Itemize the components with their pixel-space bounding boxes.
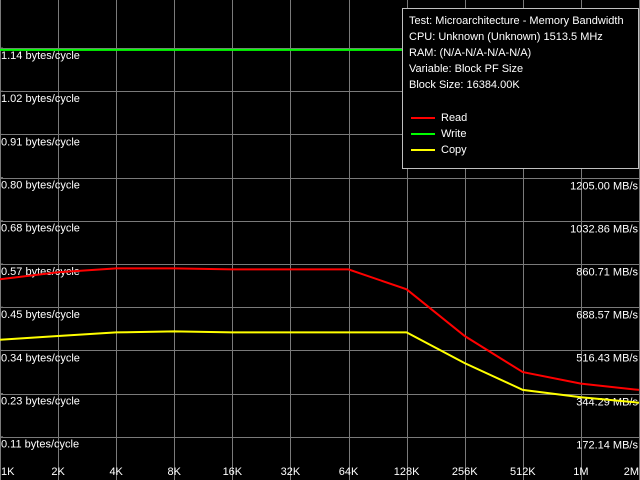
y2-tick-label: 0.57 bytes/cycle xyxy=(1,266,80,278)
x-tick-label: 16K xyxy=(223,466,243,478)
x-tick-label: 1K xyxy=(1,466,15,478)
y2-tick-label: 0.11 bytes/cycle xyxy=(1,439,79,451)
y-tick-label: 344.29 MB/s xyxy=(576,396,638,408)
y2-tick-label: 1.14 bytes/cycle xyxy=(1,50,80,62)
y2-tick-label: 0.91 bytes/cycle xyxy=(1,136,80,148)
info-line: RAM: (N/A-N/A-N/A-N/A) xyxy=(409,47,531,59)
info-line: Block Size: 16384.00K xyxy=(409,79,520,91)
y-tick-label: 688.57 MB/s xyxy=(576,309,638,321)
info-box: Test: Microarchitecture - Memory Bandwid… xyxy=(402,8,639,169)
legend-label: Write xyxy=(441,128,466,140)
x-tick-label: 32K xyxy=(281,466,301,478)
y2-tick-label: 0.34 bytes/cycle xyxy=(1,352,80,364)
series-line xyxy=(0,267,640,391)
x-tick-label: 1M xyxy=(573,466,588,478)
x-tick-label: 2M xyxy=(624,466,639,478)
series-line xyxy=(0,330,640,404)
y2-tick-label: 0.80 bytes/cycle xyxy=(1,180,80,192)
x-tick-label: 64K xyxy=(339,466,359,478)
x-tick-label: 2K xyxy=(51,466,65,478)
y2-tick-label: 1.02 bytes/cycle xyxy=(1,93,80,105)
y-tick-label: 860.71 MB/s xyxy=(576,266,638,278)
y2-tick-label: 0.45 bytes/cycle xyxy=(1,309,80,321)
y-tick-label: 1032.86 MB/s xyxy=(570,223,638,235)
x-tick-label: 256K xyxy=(452,466,478,478)
x-tick-label: 512K xyxy=(510,466,536,478)
legend-label: Copy xyxy=(441,144,467,156)
y-tick-label: 516.43 MB/s xyxy=(576,352,638,364)
legend-label: Read xyxy=(441,112,467,124)
info-line: Variable: Block PF Size xyxy=(409,63,523,75)
x-tick-label: 4K xyxy=(109,466,123,478)
y-tick-label: 172.14 MB/s xyxy=(576,439,638,451)
y2-tick-label: 0.23 bytes/cycle xyxy=(1,396,80,408)
info-line: Test: Microarchitecture - Memory Bandwid… xyxy=(409,15,624,27)
info-box-frame xyxy=(402,8,639,169)
y-tick-label: 1205.00 MB/s xyxy=(570,180,638,192)
y2-tick-label: 0.68 bytes/cycle xyxy=(1,223,80,235)
x-tick-label: 128K xyxy=(394,466,420,478)
info-line: CPU: Unknown (Unknown) 1513.5 MHz xyxy=(409,31,603,43)
x-tick-label: 8K xyxy=(168,466,182,478)
